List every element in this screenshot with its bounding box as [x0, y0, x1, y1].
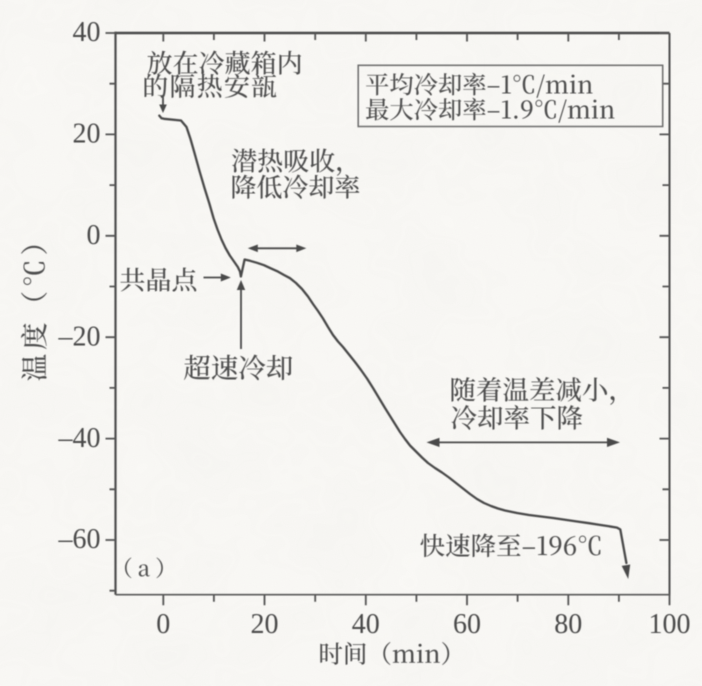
svg-text:80: 80 — [554, 609, 582, 640]
svg-text:60: 60 — [453, 609, 481, 640]
svg-text:100: 100 — [649, 609, 691, 640]
svg-text:0: 0 — [156, 609, 170, 640]
svg-text:–60: –60 — [58, 524, 101, 555]
svg-text:40: 40 — [73, 17, 101, 48]
svg-text:0: 0 — [87, 220, 101, 251]
svg-text:–40: –40 — [58, 423, 101, 454]
svg-text:20: 20 — [251, 609, 279, 640]
svg-text:40: 40 — [352, 609, 380, 640]
svg-text:–20: –20 — [58, 321, 101, 352]
svg-text:20: 20 — [73, 119, 101, 150]
